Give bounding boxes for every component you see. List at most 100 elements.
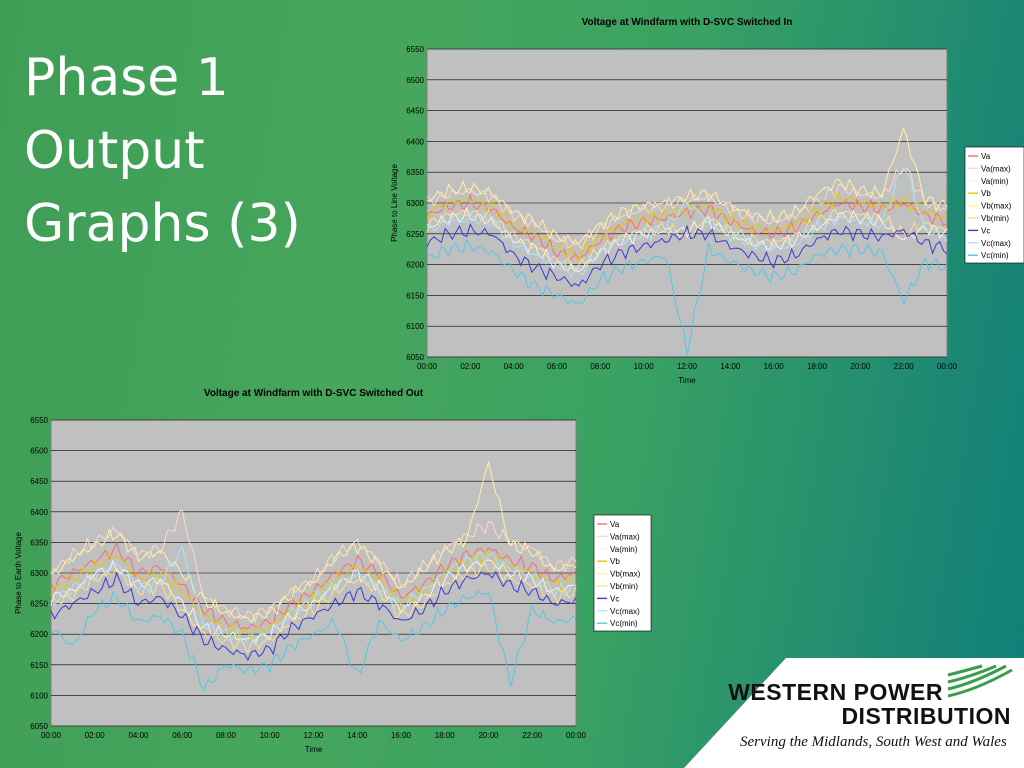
series-line-vc — [426, 222, 948, 288]
series-line-vb-max — [50, 460, 577, 624]
legend-label-vb-min: Vb(min) — [981, 214, 1009, 223]
slide-title-line-3: Graphs (3) — [24, 194, 301, 254]
chart-d-svc-switched-out: Voltage at Windfarm with D-SVC Switched … — [14, 388, 652, 754]
y-tick-label: 6200 — [30, 630, 48, 639]
legend-label-va-min: Va(min) — [610, 545, 638, 554]
x-tick-label: 10:00 — [260, 731, 281, 740]
company-name: WESTERN POWER DISTRIBUTION — [703, 679, 1010, 728]
y-tick-label: 6100 — [406, 322, 424, 331]
x-tick-label: 12:00 — [303, 731, 324, 740]
series-line-va-max — [50, 508, 577, 624]
x-tick-label: 00:00 — [417, 362, 438, 371]
x-tick-label: 02:00 — [460, 362, 481, 371]
legend-label-vc: Vc — [981, 226, 990, 235]
y-tick-label: 6300 — [406, 199, 424, 208]
x-tick-label: 22:00 — [522, 731, 543, 740]
x-tick-label: 16:00 — [391, 731, 412, 740]
series-line-va-min — [426, 206, 948, 273]
y-tick-label: 6450 — [406, 107, 424, 116]
chart-d-svc-switched-in: Voltage at Windfarm with D-SVC Switched … — [390, 17, 1024, 385]
legend-label-vb-max: Vb(max) — [981, 202, 1012, 211]
legend-label-vc: Vc — [610, 594, 619, 603]
legend-label-va-max: Va(max) — [981, 164, 1011, 173]
series-line-vb-max — [427, 126, 948, 245]
y-axis-title: Phase to Line Voltage — [390, 164, 399, 242]
legend-label-va: Va — [610, 520, 620, 529]
legend-label-vb: Vb — [610, 557, 620, 566]
series-line-vc-min — [426, 238, 948, 356]
slide-title-line-1: Phase 1 — [24, 48, 229, 108]
chart-title: Voltage at Windfarm with D-SVC Switched … — [582, 17, 793, 28]
y-tick-label: 6200 — [406, 261, 424, 270]
company-name-line-1: WESTERN POWER — [728, 679, 943, 705]
x-axis-title: Time — [678, 376, 696, 385]
legend-label-vb-max: Vb(max) — [610, 570, 641, 579]
series-line-vc-max — [50, 545, 577, 646]
y-tick-label: 6300 — [30, 569, 48, 578]
power-lines-icon — [947, 664, 1013, 698]
y-tick-label: 6500 — [30, 447, 48, 456]
series-line-vb-min — [50, 563, 577, 654]
y-tick-label: 6400 — [30, 508, 48, 517]
legend-label-vb-min: Vb(min) — [610, 582, 638, 591]
x-tick-label: 20:00 — [850, 362, 871, 371]
series-line-vc — [50, 570, 577, 661]
legend-label-va: Va — [981, 152, 991, 161]
legend-label-va-max: Va(max) — [610, 532, 640, 541]
x-tick-label: 06:00 — [172, 731, 193, 740]
x-tick-label: 14:00 — [720, 362, 741, 371]
x-tick-label: 12:00 — [677, 362, 698, 371]
x-tick-label: 14:00 — [347, 731, 368, 740]
y-tick-label: 6350 — [406, 168, 424, 177]
series-line-vb — [50, 549, 577, 642]
legend-label-vc-min: Vc(min) — [610, 619, 638, 628]
x-tick-label: 00:00 — [566, 731, 587, 740]
chart-title: Voltage at Windfarm with D-SVC Switched … — [204, 388, 424, 399]
x-axis-title: Time — [305, 745, 323, 754]
y-tick-label: 6100 — [30, 691, 48, 700]
y-tick-label: 6500 — [406, 76, 424, 85]
y-tick-label: 6550 — [30, 416, 48, 425]
x-tick-label: 10:00 — [634, 362, 655, 371]
series-line-vc-min — [50, 590, 577, 692]
x-tick-label: 00:00 — [41, 731, 62, 740]
x-tick-label: 08:00 — [216, 731, 237, 740]
x-tick-label: 22:00 — [894, 362, 915, 371]
x-tick-label: 18:00 — [435, 731, 456, 740]
x-tick-label: 06:00 — [547, 362, 568, 371]
y-tick-label: 6450 — [30, 477, 48, 486]
y-tick-label: 6050 — [406, 353, 424, 362]
x-tick-label: 02:00 — [85, 731, 106, 740]
y-tick-label: 6250 — [406, 230, 424, 239]
y-tick-label: 6150 — [30, 661, 48, 670]
slide-title: Phase 1 Output Graphs (3) — [24, 42, 301, 261]
slide-title-line-2: Output — [24, 121, 205, 181]
x-tick-label: 00:00 — [937, 362, 958, 371]
y-tick-label: 6050 — [30, 722, 48, 731]
series-line-va — [426, 193, 948, 260]
company-name-line-2: DISTRIBUTION — [841, 703, 1011, 729]
x-tick-label: 04:00 — [128, 731, 149, 740]
legend-label-vc-max: Vc(max) — [981, 239, 1011, 248]
series-line-va — [50, 541, 577, 630]
legend-label-vb: Vb — [981, 189, 991, 198]
y-tick-label: 6550 — [406, 45, 424, 54]
y-axis-title: Phase to Earth Voltage — [14, 532, 23, 614]
y-tick-label: 6400 — [406, 137, 424, 146]
series-line-va-min — [50, 559, 577, 644]
legend-label-vc-min: Vc(min) — [981, 251, 1009, 260]
y-tick-label: 6350 — [30, 538, 48, 547]
x-tick-label: 04:00 — [504, 362, 525, 371]
company-tagline: Serving the Midlands, South West and Wal… — [740, 734, 1007, 750]
series-line-vb-min — [426, 208, 948, 273]
x-tick-label: 16:00 — [764, 362, 785, 371]
y-tick-label: 6150 — [406, 291, 424, 300]
legend: Va Va(max) Va(min) Vb Vb(max) Vb(min) Vc Vc(max… — [593, 514, 652, 632]
series-line-vc-max — [426, 166, 948, 278]
legend: Va Va(max) Va(min) Vb Vb(max) Vb(min) Vc Vc(max… — [964, 146, 1024, 264]
x-tick-label: 08:00 — [590, 362, 611, 371]
series-line-vb — [426, 192, 948, 262]
x-tick-label: 18:00 — [807, 362, 828, 371]
y-tick-label: 6250 — [30, 600, 48, 609]
legend-label-vc-max: Vc(max) — [610, 607, 640, 616]
